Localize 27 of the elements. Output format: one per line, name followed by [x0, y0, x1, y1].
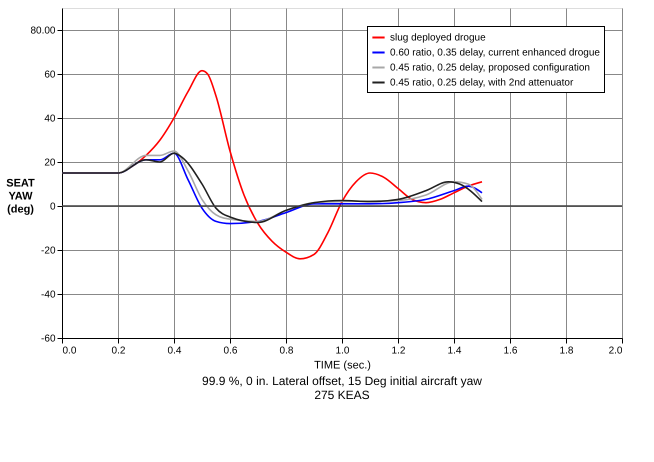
- x-tick-label: 0.4: [168, 346, 182, 356]
- y-tick-label: 60: [44, 70, 56, 80]
- legend-label: 0.60 ratio, 0.35 delay, current enhanced drogue: [390, 48, 600, 58]
- x-tick-label: 0.2: [112, 346, 126, 356]
- legend-label: 0.45 ratio, 0.25 delay, with 2nd attenuator: [390, 78, 574, 88]
- x-tick-label: 0.8: [280, 346, 294, 356]
- y-tick-label: -40: [41, 290, 56, 300]
- y-tick-label: 0: [50, 202, 56, 212]
- legend-label: 0.45 ratio, 0.25 delay, proposed configuration: [390, 62, 590, 74]
- x-tick-label: 1.0: [336, 346, 350, 356]
- x-tick-label: 1.6: [504, 346, 518, 356]
- y-tick-label: 80.00: [30, 26, 56, 36]
- y-tick-label: -60: [41, 334, 56, 344]
- y-tick-label: 40: [44, 114, 56, 124]
- text: 99.9 %, 0 in. Lateral offset, 15 Deg initial aircraft yaw: [202, 374, 482, 388]
- x-tick-label: 0.0: [62, 346, 77, 356]
- x-tick-label: 1.8: [560, 346, 574, 356]
- x-tick-label: 1.4: [448, 346, 462, 356]
- y-tick-label: -20: [41, 246, 56, 256]
- text: 275 KEAS: [314, 388, 370, 402]
- legend-label: slug deployed drogue: [390, 32, 486, 44]
- x-tick-label: 2.0: [608, 346, 623, 356]
- x-tick-label: 0.6: [224, 346, 238, 356]
- x-tick-label: 1.2: [392, 346, 406, 356]
- x-axis-title: TIME (sec.): [314, 360, 371, 372]
- y-tick-label: 20: [44, 158, 56, 168]
- y-axis-title: SEAT YAW (deg): [6, 178, 36, 216]
